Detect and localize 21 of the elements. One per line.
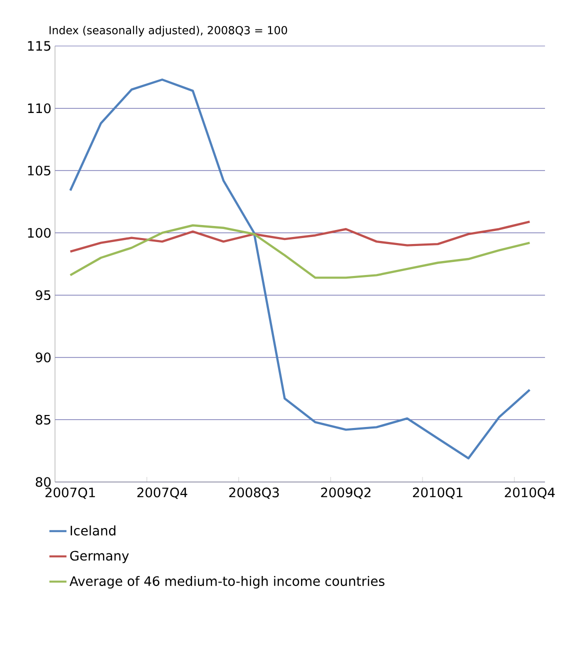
x-tick-label: 2007Q1 [45, 488, 95, 499]
x-tick-label: 2009Q2 [321, 488, 370, 499]
y-tick-label: 95 [36, 290, 50, 300]
y-tick-label: 115 [28, 41, 50, 51]
y-tick-label: 100 [28, 228, 51, 238]
x-tick-label: 2007Q4 [137, 488, 188, 499]
y-tick-label: 80 [36, 477, 51, 487]
y-tick-label: 90 [36, 352, 51, 362]
y-tick-label: 85 [36, 414, 50, 425]
line-series [69, 220, 531, 253]
legend-label: Iceland [70, 525, 116, 536]
legend-label: Average of 46 medium-to-high income countries [70, 576, 384, 589]
y-tick-label: 105 [28, 166, 50, 176]
y-axis-title: Index (seasonally adjusted), 2008Q3 = 100 [50, 26, 288, 36]
legend-label: Germany [70, 550, 129, 564]
y-tick-label: 110 [28, 103, 51, 114]
x-tick-label: 2008Q3 [229, 488, 279, 499]
x-tick-label: 2010Q1 [412, 488, 462, 499]
x-tick-label: 2010Q4 [504, 488, 555, 499]
line-series [69, 78, 531, 460]
line-series [69, 224, 531, 279]
